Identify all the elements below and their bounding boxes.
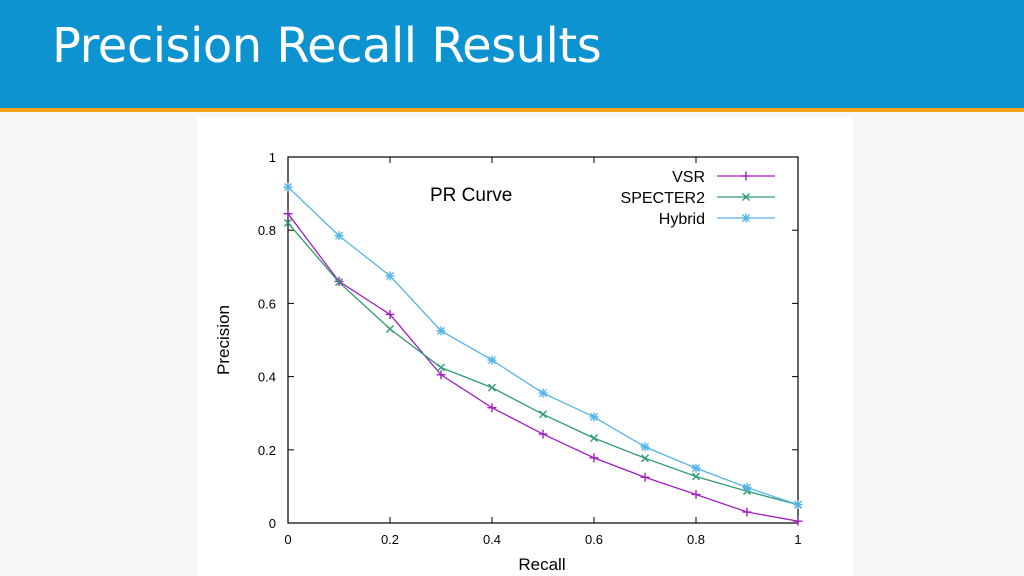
data-point [589, 412, 599, 422]
data-point [334, 231, 344, 241]
data-point [691, 463, 701, 473]
legend-label: Hybrid [659, 211, 705, 228]
slide-title: Precision Recall Results [52, 18, 602, 74]
data-point [589, 453, 599, 463]
data-point [640, 442, 650, 452]
data-point [385, 309, 395, 319]
data-point [283, 182, 293, 192]
data-point [691, 472, 701, 481]
pr-curve-chart: 0 0.2 0.4 0.6 0.8 1 0 0.2 0.4 0.6 0.8 1 VSR SPECTER2… [214, 150, 803, 574]
legend-marker [741, 192, 751, 202]
header-accent-rule [0, 108, 1024, 112]
data-point [487, 403, 497, 413]
x-tick-label: 0 [284, 532, 291, 547]
series-line-hybrid [287, 186, 799, 506]
data-point [283, 218, 293, 227]
y-axis-label: Precision [214, 305, 233, 375]
legend-marker [741, 171, 751, 181]
legend-marker [741, 213, 751, 223]
series-line-vsr [287, 213, 799, 522]
series-hybrid [283, 182, 803, 510]
figure-panel: 0 0.2 0.4 0.6 0.8 1 0 0.2 0.4 0.6 0.8 1 VSR SPECTER2… [197, 117, 853, 576]
data-point [640, 454, 650, 463]
series-layer [283, 182, 803, 526]
x-tick-label: 0.2 [381, 532, 399, 547]
y-tick-label: 0.6 [258, 296, 276, 311]
x-tick-label: 0.8 [687, 532, 705, 547]
y-tick-label: 0.2 [258, 443, 276, 458]
data-point [742, 507, 752, 517]
data-point [436, 326, 446, 336]
x-tick-label: 0.6 [585, 532, 603, 547]
legend-label: VSR [672, 169, 705, 186]
y-tick-label: 0 [269, 516, 276, 531]
legend: VSR SPECTER2 Hybrid [621, 169, 775, 228]
axes: 0 0.2 0.4 0.6 0.8 1 0 0.2 0.4 0.6 0.8 1 [258, 150, 802, 547]
data-point [487, 383, 497, 392]
data-point [538, 388, 548, 398]
y-tick-label: 1 [269, 150, 276, 165]
data-point [385, 325, 395, 334]
data-point [436, 363, 446, 372]
data-point [538, 410, 548, 419]
data-point [385, 271, 395, 281]
data-point [640, 472, 650, 482]
data-point [691, 489, 701, 499]
legend-label: SPECTER2 [621, 190, 706, 207]
data-point [487, 355, 497, 365]
data-point [436, 370, 446, 380]
slide-header: Precision Recall Results [0, 0, 1024, 108]
data-point [793, 516, 803, 526]
plot-frame [287, 156, 799, 524]
chart-title: PR Curve [430, 185, 512, 206]
series-line-specter2 [287, 222, 799, 506]
x-tick-label: 0.4 [483, 532, 501, 547]
data-point [793, 500, 803, 510]
y-tick-label: 0.8 [258, 223, 276, 238]
x-tick-label: 1 [794, 532, 801, 547]
data-point [538, 429, 548, 439]
data-point [283, 209, 293, 219]
y-tick-label: 0.4 [258, 370, 276, 385]
data-point [589, 434, 599, 443]
data-point [742, 482, 752, 492]
series-vsr [283, 209, 803, 526]
data-point [334, 278, 344, 287]
series-specter2 [283, 218, 803, 509]
x-axis-label: Recall [518, 555, 565, 574]
